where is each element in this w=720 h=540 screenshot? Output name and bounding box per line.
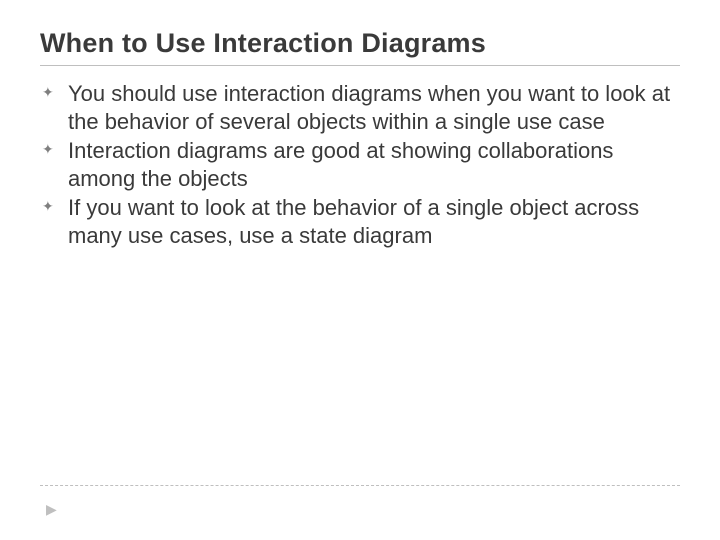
list-item-text: You should use interaction diagrams when… xyxy=(68,81,670,134)
footer-divider xyxy=(40,485,680,486)
slide-title: When to Use Interaction Diagrams xyxy=(40,28,680,59)
bullet-icon: ✦ xyxy=(42,141,54,159)
list-item-text: If you want to look at the behavior of a… xyxy=(68,195,639,248)
footer-arrow-icon: ▶ xyxy=(46,501,57,518)
list-item: ✦ Interaction diagrams are good at showi… xyxy=(40,137,680,192)
bullet-list: ✦ You should use interaction diagrams wh… xyxy=(40,80,680,249)
list-item: ✦ If you want to look at the behavior of… xyxy=(40,194,680,249)
bullet-icon: ✦ xyxy=(42,198,54,216)
slide: When to Use Interaction Diagrams ✦ You s… xyxy=(0,0,720,540)
title-divider xyxy=(40,65,680,66)
list-item: ✦ You should use interaction diagrams wh… xyxy=(40,80,680,135)
bullet-icon: ✦ xyxy=(42,84,54,102)
list-item-text: Interaction diagrams are good at showing… xyxy=(68,138,613,191)
